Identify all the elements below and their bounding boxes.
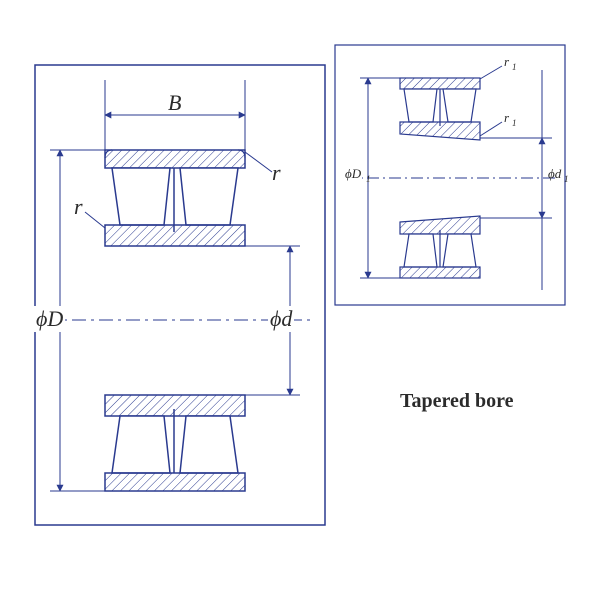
label-rs2-sub: 1	[512, 118, 517, 128]
label-phid1: ϕd	[548, 166, 561, 182]
label-B: B	[168, 90, 181, 116]
label-r-left: r	[74, 194, 83, 220]
bearing-diagram	[0, 0, 600, 600]
label-phiD: ϕD	[34, 306, 65, 332]
label-r-top: r	[272, 160, 281, 186]
caption-tapered-bore: Tapered bore	[400, 390, 514, 413]
label-phid: ϕd	[268, 306, 294, 332]
main-view	[35, 65, 325, 525]
label-rs1: r	[504, 54, 509, 70]
label-rs1-sub: 1	[512, 62, 517, 72]
label-phiD1: ϕD	[344, 166, 362, 182]
label-phid1-sub: 1	[564, 174, 569, 184]
label-phiD1-sub: 1	[366, 174, 371, 184]
label-rs2: r	[504, 110, 509, 126]
